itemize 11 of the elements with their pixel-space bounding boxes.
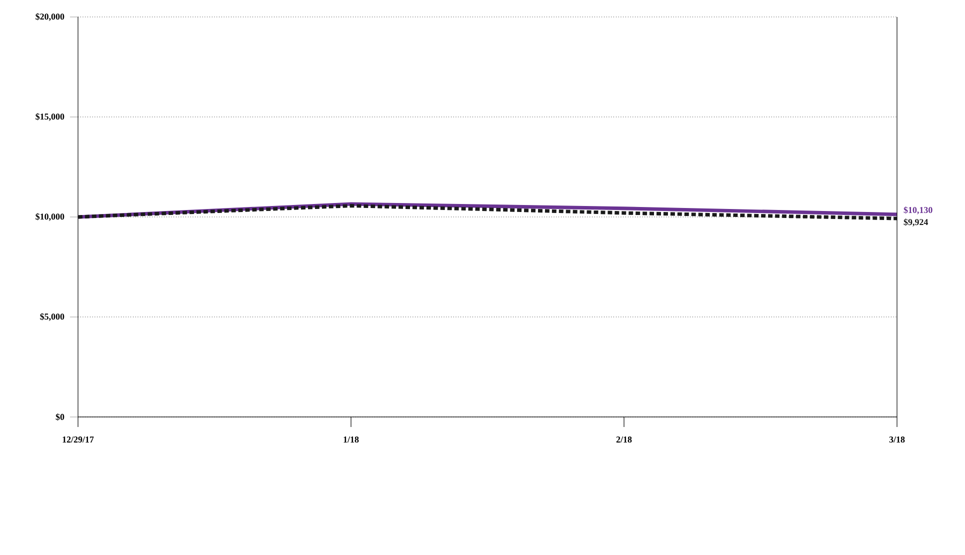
x-tick-label: 1/18 bbox=[344, 436, 359, 443]
x-tick-label: 2/18 bbox=[616, 436, 632, 443]
y-tick-label: $10,000 bbox=[36, 213, 64, 221]
data-label: $10,130 bbox=[904, 206, 932, 214]
x-tick-label: 12/29/17 bbox=[62, 436, 94, 443]
y-tick-label: $5,000 bbox=[40, 313, 64, 321]
x-tick-label: 3/18 bbox=[889, 436, 905, 443]
y-tick-label: $0 bbox=[56, 413, 64, 421]
data-label: $9,924 bbox=[904, 218, 928, 226]
y-tick-label: $15,000 bbox=[36, 113, 64, 121]
y-tick-label: $20,000 bbox=[36, 13, 64, 21]
